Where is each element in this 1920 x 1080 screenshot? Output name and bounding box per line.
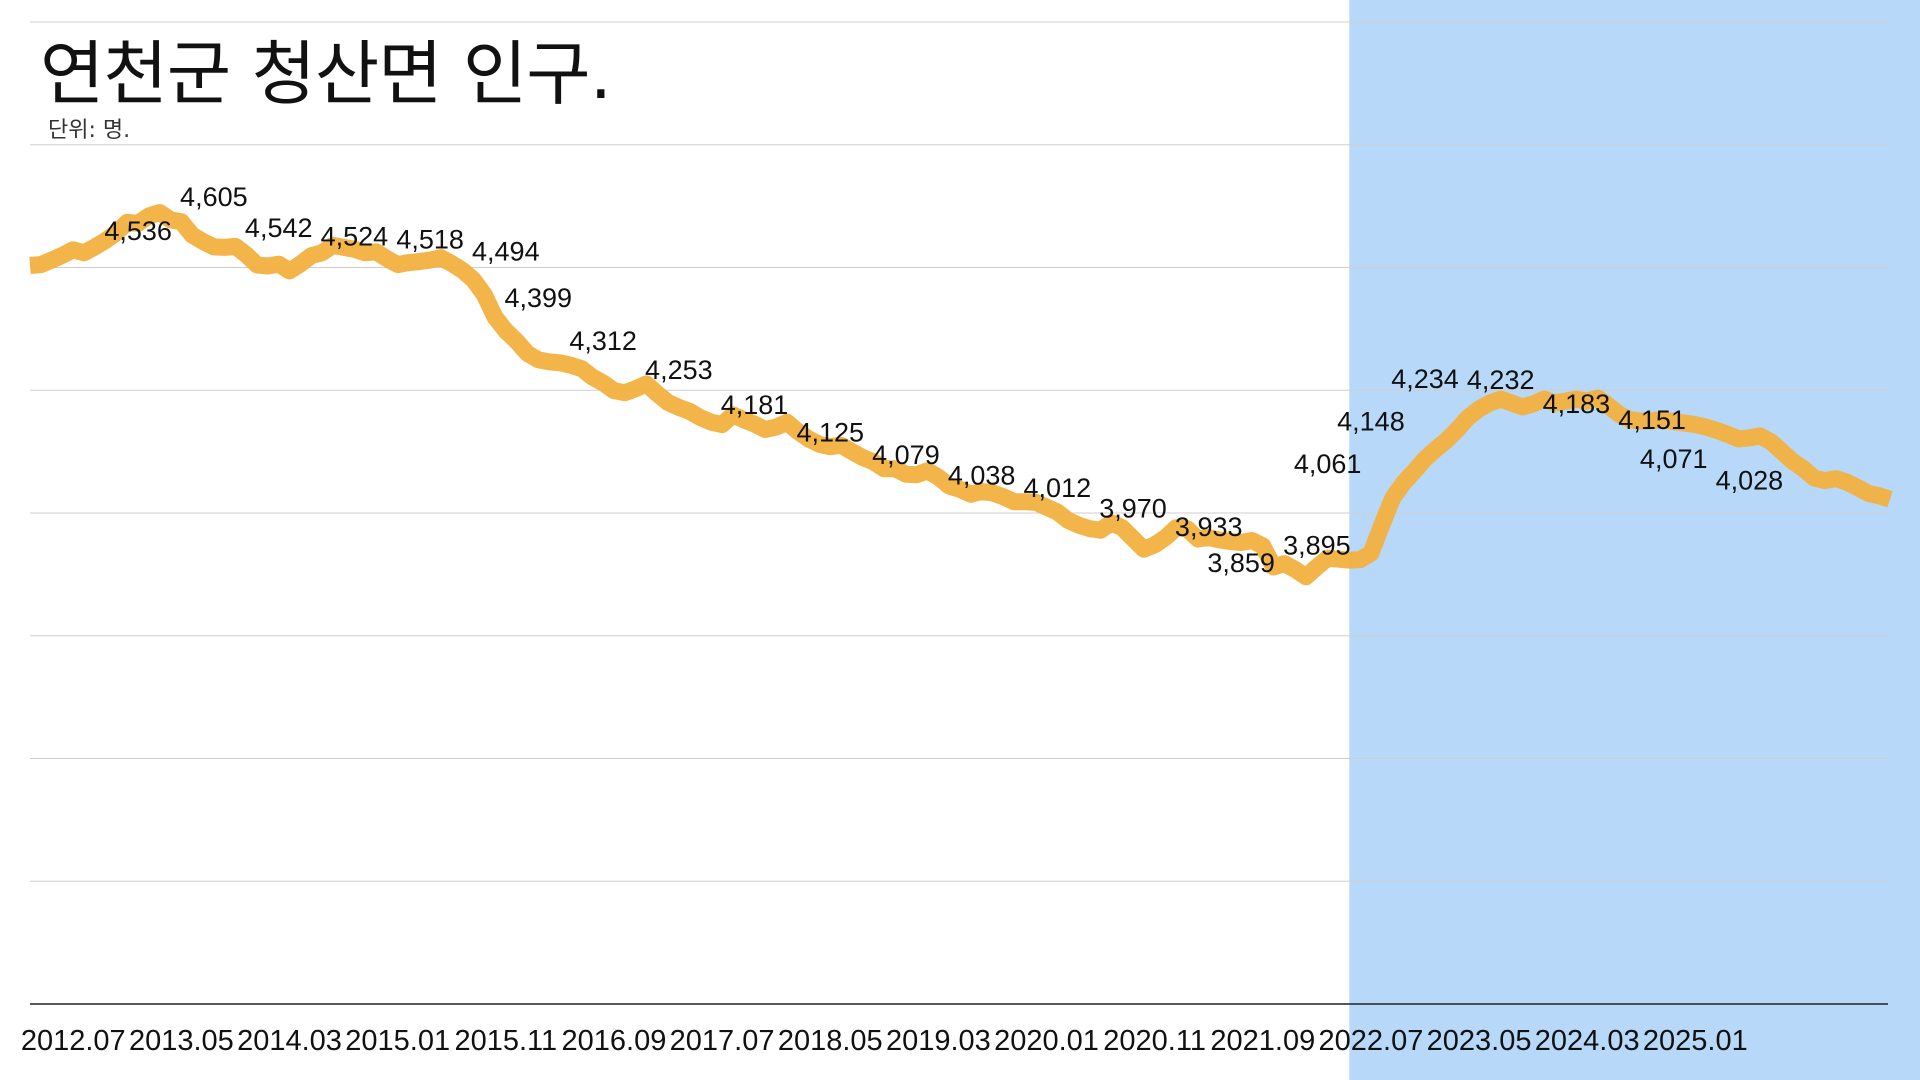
data-label: 4,012 — [1024, 473, 1092, 503]
x-tick-label: 2015.11 — [454, 1025, 557, 1057]
data-label: 4,312 — [569, 326, 637, 356]
population-line — [29, 204, 1893, 586]
data-label: 4,125 — [796, 418, 864, 448]
data-label: 4,518 — [396, 225, 464, 255]
x-tick-label: 2013.05 — [129, 1025, 234, 1057]
x-tick-label: 2021.09 — [1210, 1025, 1315, 1057]
x-tick-label: 2018.05 — [778, 1025, 883, 1057]
x-tick-label: 2016.09 — [562, 1025, 667, 1057]
data-label: 4,253 — [645, 355, 713, 385]
x-tick-label: 2012.07 — [21, 1025, 126, 1057]
recent-period-highlight — [1349, 0, 1920, 1080]
data-label: 4,542 — [245, 213, 313, 243]
chart-subtitle: 단위: 명. — [48, 118, 131, 143]
x-tick-label: 2022.07 — [1319, 1025, 1424, 1057]
x-tick-label: 2020.01 — [994, 1025, 1099, 1057]
data-label: 4,494 — [472, 236, 540, 266]
x-tick-label: 2015.01 — [345, 1025, 450, 1057]
x-tick-label: 2019.03 — [886, 1025, 991, 1057]
data-label: 3,933 — [1175, 512, 1243, 542]
data-label: 3,859 — [1207, 548, 1275, 578]
x-tick-label: 2020.11 — [1103, 1025, 1206, 1057]
data-label: 4,151 — [1618, 405, 1686, 435]
data-label: 4,061 — [1294, 449, 1362, 479]
data-label: 4,028 — [1716, 465, 1784, 495]
data-label: 4,234 — [1391, 364, 1459, 394]
data-label: 4,071 — [1640, 444, 1708, 474]
data-label: 4,038 — [948, 460, 1016, 490]
data-label: 4,605 — [180, 182, 248, 212]
x-tick-label: 2014.03 — [237, 1025, 342, 1057]
chart-title: 연천군 청산면 인구. — [40, 33, 612, 115]
x-tick-label: 2017.07 — [670, 1025, 775, 1057]
data-label: 4,524 — [321, 222, 389, 252]
data-label: 4,181 — [721, 390, 789, 420]
data-label: 4,399 — [504, 283, 572, 313]
data-label: 4,148 — [1337, 406, 1405, 436]
data-label: 4,536 — [104, 216, 172, 246]
x-tick-label: 2025.01 — [1643, 1025, 1748, 1057]
data-label: 4,079 — [872, 440, 940, 470]
data-label: 4,183 — [1543, 389, 1611, 419]
data-label: 3,895 — [1283, 531, 1351, 561]
x-axis-ticks: 2012.07 2013.05 2014.03 2015.01 2015.11 2016.… — [21, 1025, 1748, 1057]
data-label: 4,232 — [1467, 365, 1535, 395]
x-tick-label: 2024.03 — [1535, 1025, 1640, 1057]
data-label: 3,970 — [1099, 494, 1167, 524]
grid-lines — [30, 21, 1888, 1005]
x-tick-label: 2023.05 — [1427, 1025, 1532, 1057]
